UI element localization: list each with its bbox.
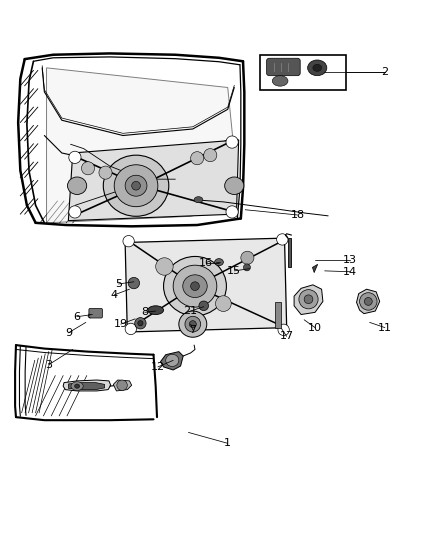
Polygon shape bbox=[125, 238, 287, 332]
Ellipse shape bbox=[123, 236, 134, 247]
Polygon shape bbox=[63, 380, 111, 391]
Ellipse shape bbox=[215, 259, 223, 265]
Ellipse shape bbox=[189, 321, 196, 328]
Ellipse shape bbox=[199, 301, 208, 311]
Text: 1: 1 bbox=[224, 438, 231, 448]
Ellipse shape bbox=[114, 165, 158, 207]
Ellipse shape bbox=[179, 311, 207, 337]
FancyBboxPatch shape bbox=[89, 309, 102, 318]
Text: 14: 14 bbox=[343, 266, 357, 277]
Ellipse shape bbox=[148, 306, 163, 314]
Text: 21: 21 bbox=[184, 306, 198, 316]
Text: 17: 17 bbox=[279, 332, 294, 341]
Ellipse shape bbox=[69, 151, 81, 164]
Ellipse shape bbox=[313, 64, 321, 71]
Ellipse shape bbox=[67, 177, 87, 195]
Polygon shape bbox=[357, 289, 380, 313]
Ellipse shape bbox=[307, 60, 327, 76]
Ellipse shape bbox=[204, 149, 217, 161]
Ellipse shape bbox=[215, 296, 231, 311]
Polygon shape bbox=[46, 68, 234, 223]
Text: 4: 4 bbox=[111, 290, 118, 300]
Ellipse shape bbox=[364, 297, 372, 305]
Ellipse shape bbox=[81, 161, 95, 175]
Ellipse shape bbox=[277, 234, 288, 245]
Ellipse shape bbox=[128, 277, 140, 289]
Text: 19: 19 bbox=[114, 319, 128, 329]
Ellipse shape bbox=[166, 354, 179, 367]
Ellipse shape bbox=[272, 76, 288, 86]
Text: 18: 18 bbox=[290, 210, 305, 220]
Ellipse shape bbox=[71, 382, 83, 391]
FancyBboxPatch shape bbox=[267, 58, 300, 76]
Ellipse shape bbox=[74, 384, 80, 389]
Text: 10: 10 bbox=[308, 322, 322, 333]
Ellipse shape bbox=[244, 264, 251, 271]
Text: 15: 15 bbox=[227, 266, 241, 276]
Text: 16: 16 bbox=[199, 258, 213, 268]
Ellipse shape bbox=[163, 256, 226, 316]
Ellipse shape bbox=[69, 206, 81, 218]
Polygon shape bbox=[312, 264, 318, 272]
Ellipse shape bbox=[125, 175, 147, 196]
Ellipse shape bbox=[225, 177, 244, 195]
Ellipse shape bbox=[241, 251, 254, 264]
Ellipse shape bbox=[278, 324, 289, 335]
Bar bbox=[261, 55, 346, 90]
Ellipse shape bbox=[185, 316, 201, 332]
Polygon shape bbox=[68, 140, 239, 221]
Ellipse shape bbox=[173, 265, 217, 307]
Text: 8: 8 bbox=[141, 308, 148, 317]
Ellipse shape bbox=[299, 289, 318, 309]
Ellipse shape bbox=[194, 197, 203, 203]
Ellipse shape bbox=[125, 323, 137, 335]
Ellipse shape bbox=[155, 258, 173, 275]
Bar bbox=[275, 302, 281, 328]
Text: 11: 11 bbox=[378, 322, 392, 333]
Text: 13: 13 bbox=[343, 255, 357, 265]
Ellipse shape bbox=[138, 321, 143, 326]
Ellipse shape bbox=[226, 136, 238, 148]
Ellipse shape bbox=[132, 181, 141, 190]
Ellipse shape bbox=[360, 293, 377, 310]
Polygon shape bbox=[294, 285, 323, 314]
Ellipse shape bbox=[135, 318, 146, 329]
Ellipse shape bbox=[103, 155, 169, 216]
Ellipse shape bbox=[304, 295, 313, 304]
Bar bbox=[288, 238, 291, 266]
Text: 7: 7 bbox=[189, 325, 196, 335]
Text: 5: 5 bbox=[115, 279, 122, 289]
Text: 12: 12 bbox=[151, 362, 165, 372]
Ellipse shape bbox=[183, 275, 207, 297]
Text: 9: 9 bbox=[65, 328, 72, 338]
Text: 2: 2 bbox=[381, 67, 389, 77]
Ellipse shape bbox=[99, 166, 112, 179]
Ellipse shape bbox=[191, 282, 199, 290]
Text: 6: 6 bbox=[74, 312, 81, 322]
Polygon shape bbox=[113, 380, 132, 391]
Text: 3: 3 bbox=[45, 360, 52, 370]
Ellipse shape bbox=[191, 152, 204, 165]
Ellipse shape bbox=[117, 380, 127, 391]
Polygon shape bbox=[160, 352, 183, 370]
Ellipse shape bbox=[226, 206, 238, 218]
Polygon shape bbox=[68, 383, 105, 390]
